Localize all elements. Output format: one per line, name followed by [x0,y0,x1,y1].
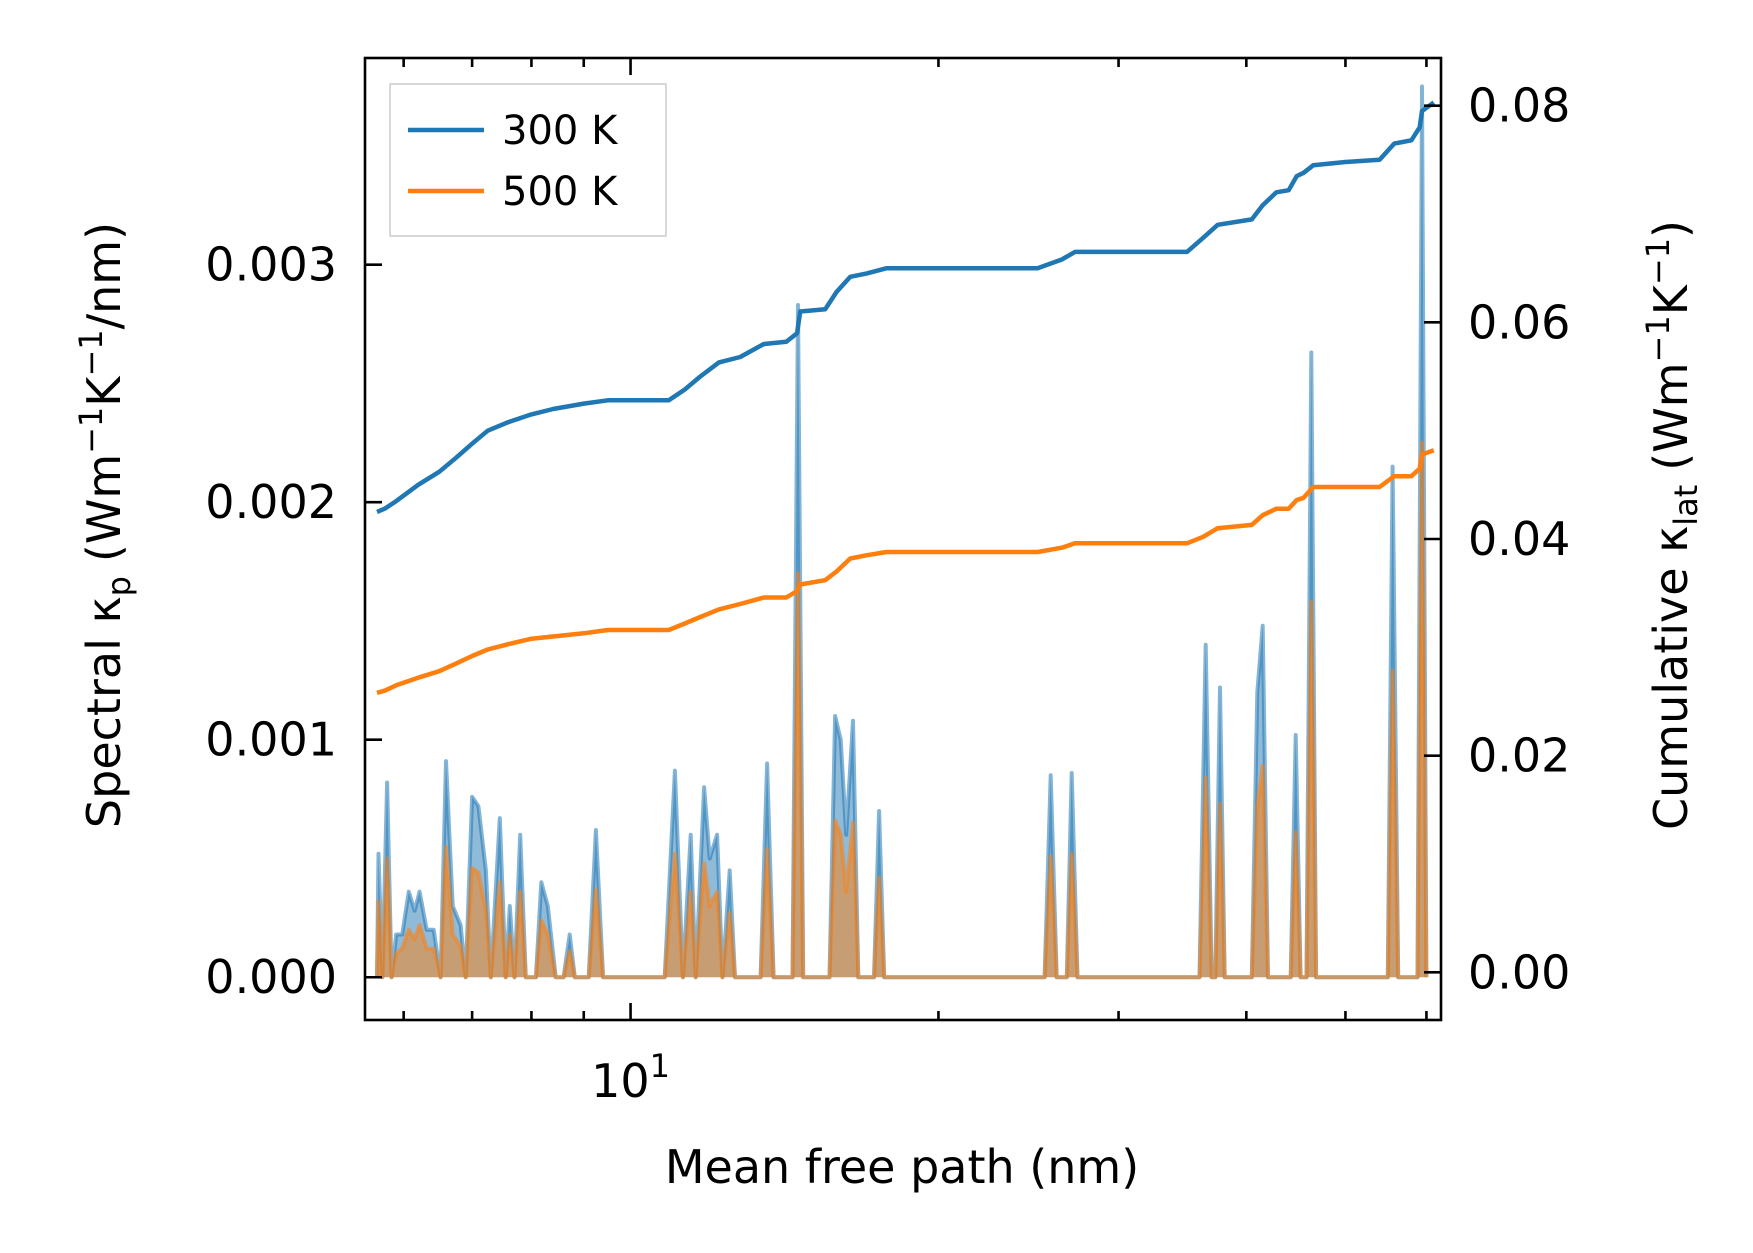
legend-label-500k: 500 K [502,169,619,215]
left-tick-label-0: 0.000 [205,950,337,1004]
right-tick-label-3: 0.06 [1468,295,1570,349]
right-tick-label-0: 0.00 [1468,945,1570,999]
left-axis-title: Spectral κp(Wm−1K−1/nm) [72,222,138,828]
right-title-sub: lat [1667,485,1705,526]
right-tick-label-4: 0.08 [1468,79,1570,133]
left-title-units-4: −1 [72,329,110,376]
left-title-main: Spectral κ [77,596,131,828]
right-title-main: Cumulative κ [1644,526,1698,830]
left-tick-label-2: 0.002 [205,475,337,529]
legend: 300 K 500 K [389,83,667,237]
right-title-units-5: ) [1644,220,1698,238]
right-title-units-4: −1 [1639,238,1677,285]
legend-box [389,83,667,237]
right-axis-title: Cumulative κlat(Wm−1K−1) [1639,220,1705,830]
x-tick-label-0: 101 [591,1047,670,1108]
spectral-area-1 [377,442,1427,978]
left-title-units-2: −1 [72,407,110,454]
left-title-units-1: (Wm [77,454,131,562]
right-title-units-2: −1 [1639,315,1677,362]
cumulative-line-1 [376,448,1435,695]
left-tick-label-1: 0.001 [205,713,337,767]
right-tick-label-2: 0.04 [1468,512,1570,566]
x-tick-label-exponent: 1 [650,1047,670,1085]
spectral-line-1 [375,440,1429,980]
plot-frame [363,56,1443,1022]
left-title-units-5: /nm) [77,222,131,329]
left-title-sub: p [100,576,138,596]
legend-label-300k: 300 K [502,108,619,154]
left-title-units-3: K [77,375,131,407]
spectral-layer [375,84,1429,980]
right-title-units-3: K [1644,283,1698,315]
right-tick-label-1: 0.02 [1468,729,1570,783]
ticks-layer: 0.000 0.001 0.002 0.003 0.00 0.02 0.04 0.06 0.08… [205,58,1570,1108]
x-axis-title: Mean free path (nm) [665,1140,1139,1194]
x-tick-label-base: 10 [591,1054,650,1108]
left-tick-label-3: 0.003 [205,238,337,292]
cumulative-layer [376,100,1436,695]
right-title-units-1: (Wm [1644,362,1698,470]
cumulative-line-0 [376,100,1436,514]
